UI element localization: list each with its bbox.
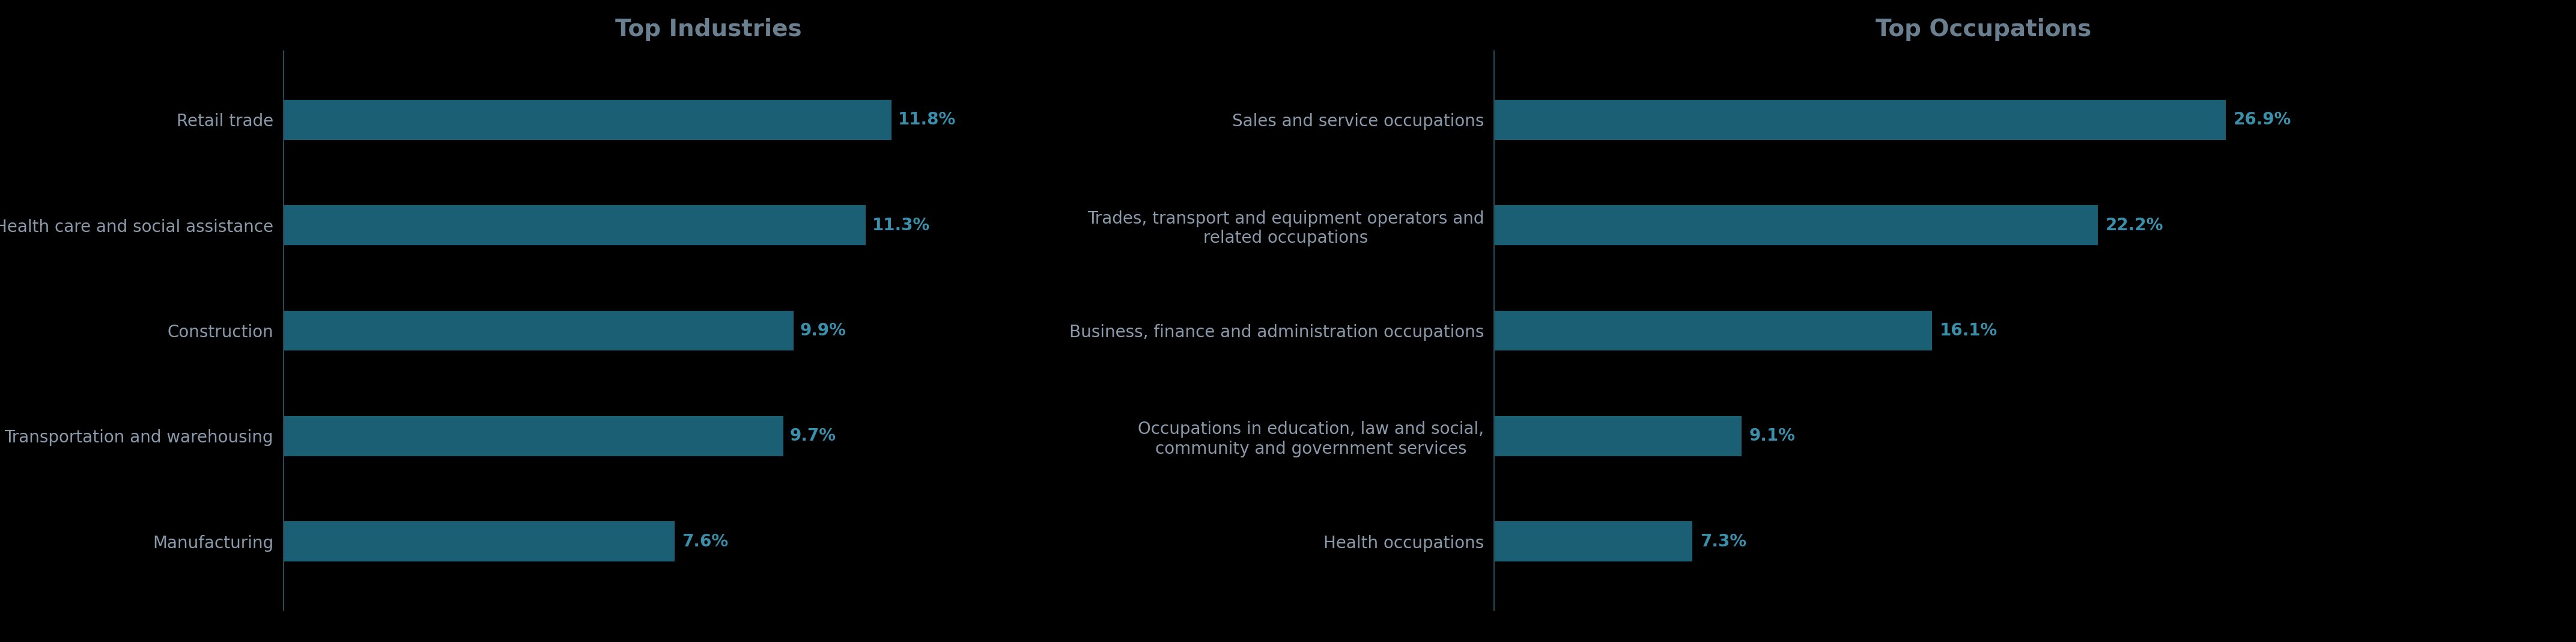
Bar [1494,521,1692,561]
Text: 9.9%: 9.9% [801,322,848,339]
Text: 7.3%: 7.3% [1700,533,1747,550]
Bar [1494,205,2097,245]
Text: 11.8%: 11.8% [899,112,956,128]
Bar [283,311,793,351]
Bar [283,100,891,140]
Text: 22.2%: 22.2% [2105,217,2164,234]
Text: 16.1%: 16.1% [1940,322,1996,339]
Text: 11.3%: 11.3% [873,217,930,234]
Text: 9.7%: 9.7% [791,428,837,444]
Title: Top Occupations: Top Occupations [1875,19,2092,41]
Bar [1494,311,1932,351]
Bar [1494,100,2226,140]
Text: 26.9%: 26.9% [2233,112,2290,128]
Text: 9.1%: 9.1% [1749,428,1795,444]
Text: 7.6%: 7.6% [683,533,729,550]
Bar [1494,416,1741,456]
Bar [283,521,675,561]
Title: Top Industries: Top Industries [616,19,801,41]
Bar [283,205,866,245]
Bar [283,416,783,456]
